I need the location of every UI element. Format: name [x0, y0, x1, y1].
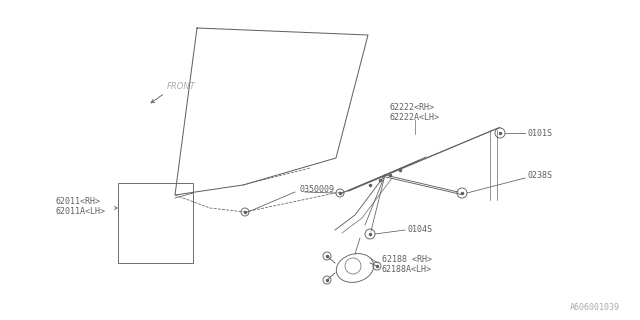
Text: 62011<RH>: 62011<RH> — [55, 197, 100, 206]
Text: 0238S: 0238S — [527, 171, 552, 180]
Text: 62188 <RH>: 62188 <RH> — [382, 255, 432, 265]
Text: 62222A<LH>: 62222A<LH> — [390, 113, 440, 122]
Text: A606001039: A606001039 — [570, 303, 620, 312]
Text: 62222<RH>: 62222<RH> — [390, 102, 435, 111]
Text: 0101S: 0101S — [527, 129, 552, 138]
Text: FRONT: FRONT — [167, 82, 196, 91]
Text: 0104S: 0104S — [407, 226, 432, 235]
Text: 62011A<LH>: 62011A<LH> — [55, 207, 105, 217]
Text: 62188A<LH>: 62188A<LH> — [382, 266, 432, 275]
Text: 0350009: 0350009 — [300, 186, 335, 195]
Bar — [118, 183, 193, 263]
